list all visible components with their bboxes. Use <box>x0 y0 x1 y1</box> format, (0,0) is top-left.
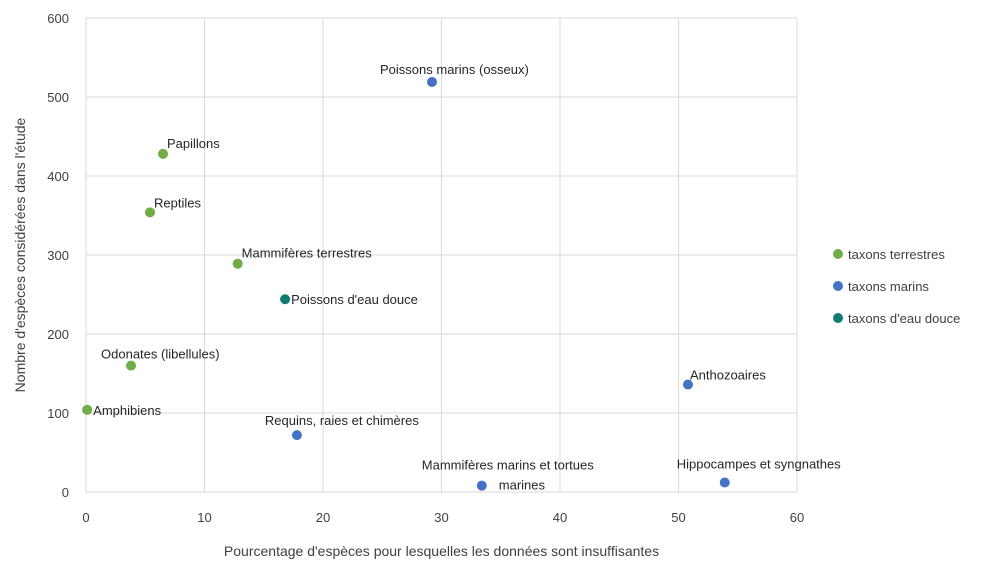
y-tick-label: 0 <box>62 485 69 500</box>
point-labels: Papillons Reptiles Mammifères terrestres Od… <box>93 62 841 493</box>
legend-marker <box>833 313 843 323</box>
legend-label: taxons terrestres <box>848 247 945 262</box>
x-tick-label: 60 <box>790 510 804 525</box>
point-label: Hippocampes et syngnathes <box>677 457 842 472</box>
point-label: Anthozoaires <box>690 368 766 383</box>
x-axis-title: Pourcentage d'espèces pour lesquelles le… <box>224 543 659 559</box>
legend-label: taxons marins <box>848 279 929 294</box>
y-tick-label: 200 <box>47 327 69 342</box>
legend-marker <box>833 249 843 259</box>
y-tick-label: 500 <box>47 90 69 105</box>
point-label: Requins, raies et chimères <box>265 413 419 428</box>
legend-label: taxons d'eau douce <box>848 311 960 326</box>
y-axis-ticks: 0 100 200 300 400 500 600 <box>47 11 69 500</box>
data-point <box>126 360 137 371</box>
grid <box>85 17 798 493</box>
x-axis-ticks: 0 10 20 30 40 50 60 <box>82 510 804 525</box>
data-point <box>476 480 487 491</box>
point-label: Odonates (libellules) <box>101 347 220 362</box>
data-point <box>144 207 155 218</box>
data-point <box>158 148 169 159</box>
data-point <box>232 258 243 269</box>
x-tick-label: 50 <box>671 510 685 525</box>
x-tick-label: 20 <box>316 510 330 525</box>
legend-item: taxons terrestres <box>833 247 945 262</box>
y-tick-label: 600 <box>47 11 69 26</box>
point-label: Mammifères terrestres <box>242 246 373 261</box>
data-point <box>719 477 730 488</box>
data-point <box>682 379 693 390</box>
point-label: Mammifères marins et tortues marines <box>422 458 594 493</box>
data-point <box>82 404 93 415</box>
legend-marker <box>833 281 843 291</box>
data-points <box>82 76 730 491</box>
legend-item: taxons d'eau douce <box>833 311 960 326</box>
x-tick-label: 0 <box>82 510 89 525</box>
legend-item: taxons marins <box>833 279 929 294</box>
x-tick-label: 40 <box>553 510 567 525</box>
legend: taxons terrestres taxons marins taxons d'e… <box>833 247 960 326</box>
y-axis-title: Nombre d'espèces considérées dans l'étud… <box>12 117 28 392</box>
data-point <box>280 294 291 305</box>
y-tick-label: 400 <box>47 169 69 184</box>
point-label: Amphibiens <box>93 403 161 418</box>
data-point <box>427 76 438 87</box>
data-point <box>291 430 302 441</box>
point-label: Reptiles <box>154 195 201 210</box>
x-tick-label: 30 <box>434 510 448 525</box>
point-label: Papillons <box>167 136 220 151</box>
point-label: Poissons marins (osseux) <box>380 62 529 77</box>
x-tick-label: 10 <box>197 510 211 525</box>
y-tick-label: 100 <box>47 406 69 421</box>
y-tick-label: 300 <box>47 248 69 263</box>
point-label: Poissons d'eau douce <box>291 292 418 307</box>
